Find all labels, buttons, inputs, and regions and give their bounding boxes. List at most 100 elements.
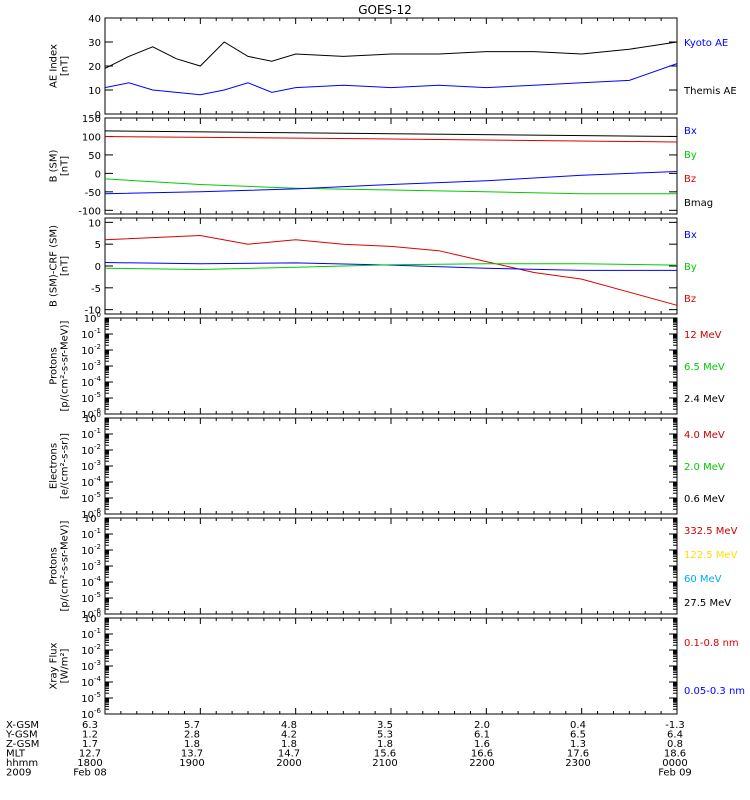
legend-entry: Bmag [684, 198, 713, 209]
legend-entry: 332.5 MeV [684, 526, 738, 537]
series-line [104, 41, 678, 69]
legend-entry: Bz [684, 174, 696, 185]
series-line [104, 263, 678, 271]
x-axis-year: 2009 [6, 768, 31, 779]
y-tick-label: 10-4 [81, 675, 101, 689]
series-line [104, 234, 678, 306]
panel-4: 10-6 10-5 10-4 10-3 10-2 10-1 100 Protons [p/(cm… [49, 311, 725, 421]
panel-1: 0 10 20 30 40 AE Index [nT] Kyoto AE Themis AE [49, 14, 737, 121]
y-tick-label: 100 [82, 132, 101, 143]
y-tick-label: 10-1 [81, 327, 101, 341]
y-axis-label: Xray Flux [49, 642, 60, 689]
panel-7: 10-6 10-5 10-4 10-3 10-2 10-1 100 Xray Flux [W/m… [49, 611, 746, 721]
y-tick-label: 10-2 [81, 443, 101, 457]
y-tick-label: 0 [95, 169, 101, 180]
x-axis-value: 5.7 [184, 720, 200, 731]
legend-entry: By [684, 150, 697, 161]
y-tick-label: 10-1 [81, 527, 101, 541]
y-tick-label: 5 [95, 240, 101, 251]
x-axis-value: 6.3 [82, 720, 98, 731]
legend-entry: Kyoto AE [684, 38, 728, 49]
legend-entry: 2.4 MeV [684, 394, 725, 405]
y-tick-label: 10-5 [81, 591, 101, 605]
y-tick-label: 0 [95, 110, 101, 121]
y-tick-label: -50 [85, 188, 101, 199]
x-axis-value: 12.7 [79, 749, 101, 760]
y-tick-label: -100 [78, 206, 101, 217]
y-tick-label: 10-6 [81, 707, 101, 721]
x-axis-value: 6.1 [474, 730, 490, 741]
x-axis-value: 17.6 [567, 749, 589, 760]
legend-entry: 12 MeV [684, 330, 722, 341]
x-axis-value: 2100 [372, 758, 397, 769]
y-tick-label: 10-3 [81, 659, 101, 673]
legend-entry: 60 MeV [684, 574, 722, 585]
y-tick-label: 10-6 [81, 407, 101, 421]
y-tick-label: 10-3 [81, 559, 101, 573]
x-axis-value: 1.3 [570, 739, 586, 750]
series-line [104, 63, 678, 96]
y-tick-label: 10-5 [81, 691, 101, 705]
x-axis-value: 6.4 [667, 730, 683, 741]
y-tick-label: 10-2 [81, 343, 101, 357]
x-axis-row-label: Y-GSM [5, 730, 38, 741]
legend-entry: 122.5 MeV [684, 550, 738, 561]
y-tick-label: 10-1 [81, 427, 101, 441]
x-axis-value: 2.8 [184, 730, 200, 741]
y-axis-label: [nT] [60, 56, 71, 76]
x-axis-row-label: Z-GSM [6, 739, 39, 750]
x-axis-value: 16.6 [471, 749, 493, 760]
y-tick-label: 10 [88, 218, 101, 229]
x-axis-value: 3.5 [377, 720, 393, 731]
y-axis-label: [p/(cm²-s-sr-MeV)] [60, 520, 71, 611]
x-axis-value: 15.6 [374, 749, 396, 760]
y-tick-label: 10-5 [81, 391, 101, 405]
x-axis-value: 1800 [77, 758, 102, 769]
x-axis-value: 1900 [179, 758, 204, 769]
legend-entry: 0.6 MeV [684, 494, 725, 505]
y-axis-label: [nT] [60, 256, 71, 276]
y-tick-label: 0 [95, 262, 101, 273]
x-axis-start-date: Feb 08 [73, 768, 107, 779]
y-tick-label: 100 [84, 511, 101, 525]
legend-entry: 2.0 MeV [684, 462, 725, 473]
x-axis-value: 6.5 [570, 730, 586, 741]
plot-title: GOES-12 [358, 3, 412, 17]
y-tick-label: -5 [91, 284, 101, 295]
x-axis-row-label: X-GSM [6, 720, 39, 731]
x-axis-value: 2300 [565, 758, 590, 769]
x-axis-value: 1.2 [82, 730, 98, 741]
legend-entry: 4.0 MeV [684, 430, 725, 441]
x-axis-value: 2000 [276, 758, 301, 769]
x-axis-value: 0000 [662, 758, 687, 769]
series-line [104, 136, 678, 143]
y-tick-label: 10-3 [81, 459, 101, 473]
panel-6: 10-6 10-5 10-4 10-3 10-2 10-1 100 Protons [p/(cm… [49, 511, 738, 621]
x-axis-value: 0.8 [667, 739, 683, 750]
x-axis-value: 2.0 [474, 720, 490, 731]
series-line [104, 178, 677, 195]
y-axis-label: B (SM)-CRF (SM) [49, 225, 60, 307]
legend-entry: By [684, 262, 697, 273]
x-axis-value: 4.2 [281, 730, 297, 741]
x-axis-value: 1.6 [474, 739, 490, 750]
y-tick-label: 10-2 [81, 643, 101, 657]
y-tick-label: 10-4 [81, 375, 101, 389]
y-tick-label: 10 [88, 86, 101, 97]
legend-entry: 0.05-0.3 nm [684, 686, 745, 697]
x-axis-value: 14.7 [278, 749, 300, 760]
x-axis-table: X-GSM 6.3 5.7 4.8 3.5 2.0 0.4 -1.3 Y-GSM 1.2 2.8 4.… [5, 720, 692, 779]
y-tick-label: 10-5 [81, 491, 101, 505]
series-line [104, 171, 678, 195]
y-tick-label: 100 [84, 311, 101, 325]
y-axis-label: Protons [49, 347, 60, 384]
y-axis-label: [nT] [60, 156, 71, 176]
y-tick-label: 10-1 [81, 627, 101, 641]
y-axis-label: B (SM) [49, 149, 60, 182]
y-axis-label: [e/(cm²-s-sr)] [60, 433, 71, 499]
y-tick-label: 10-4 [81, 575, 101, 589]
y-tick-label: 100 [84, 411, 101, 425]
x-axis-value: 1.8 [184, 739, 200, 750]
